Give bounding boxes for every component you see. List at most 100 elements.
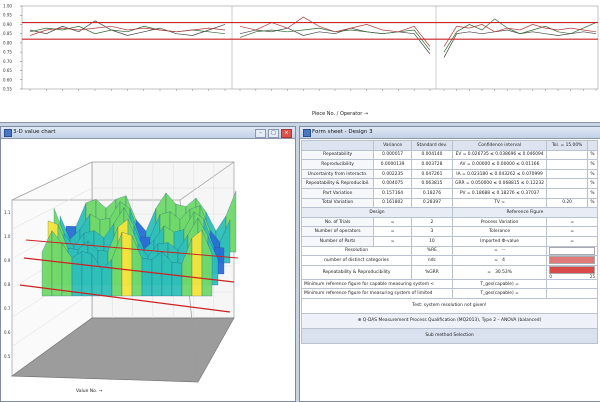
table-cell: Uncertainty from interactn. [300,168,375,180]
limit-line-3d-upper [23,257,235,283]
table-row: Total Variation 0.161802 0.28397 TV = 0.20% [300,197,599,209]
reference-header: Reference Figure [451,207,599,218]
min-capable-eq: = [515,281,519,287]
design-row: Number of operators = 3 Tolerance = [300,226,598,237]
header-cell: Confidence interval [451,140,548,151]
y-tick-label-3d: 0.9 [4,258,11,263]
table-row: Repeatability & Reproducibil. 0.004075 0.0… [300,178,599,189]
grr-eq: = [487,269,491,275]
design-row: Number of Parts = 10 Imported Ф-value = [300,235,598,247]
series-line [443,18,597,53]
table-cell: % [586,178,599,189]
form-icon [303,129,311,137]
y-tick-label: 0.65 [3,68,12,73]
y-tick-label: 0.90 [3,22,12,27]
table-cell: 0.157164 [373,187,413,199]
resolution-row: Resolution %RE = -- [300,245,598,257]
minimize-button[interactable]: – [255,129,266,138]
design-cell: = [373,235,413,247]
limit-line-3d-lower [19,284,231,313]
table-cell: Repeatability & Reproducibil. [300,178,375,189]
design-header: Design [301,207,453,218]
design-cell: No. of Trials [300,216,375,228]
design-header-row: Design Reference Figure [301,207,599,218]
table-cell [546,187,588,199]
table-cell: Part Variation [300,187,375,199]
min-capable-label: Minimum reference figure for capable mea… [301,278,453,290]
grr-value: 30.53% [495,269,512,275]
table-row: Part Variation 0.157164 0.18276 PV = 0.1868… [300,187,599,199]
table-cell: 0.002235 [373,168,413,180]
sub-method-row: Sub method Selection [301,327,598,344]
y-tick-label-3d: 1.0 [4,234,11,239]
surface-cell [191,229,203,297]
table-cell: 0.161802 [373,197,413,209]
resolution-test-row: Test: system resolution not given! [301,297,598,314]
design-cell: = [546,216,598,228]
resolution-eq: = [494,248,498,254]
ndc-unit: ndc [411,255,453,266]
close-button[interactable]: × [281,129,292,138]
table-cell: 0.000017 [373,149,413,161]
y-tick-label: 0.60 [3,77,12,82]
run-chart-panel: 1.00 0.95 0.90 0.85 0.80 0.75 0.70 0.65 0.60 0.55… [0,0,600,123]
window-3d-chart[interactable]: 3-D value chart – □ × 1.1 1.0 0.9 0.8 0.7 0.6… [0,126,296,402]
min-capable-row: Minimum reference figure for capable mea… [301,278,598,290]
table-cell: TV = [451,197,548,209]
surface-cell [71,251,83,297]
titlebar-3d[interactable]: 3-D value chart – □ × [1,127,295,139]
maximize-button[interactable]: □ [268,129,279,138]
x-label-3d: Value No. → [76,388,103,394]
design-cell: Process Variation [451,216,548,228]
x-axis-label: Piece No. / Operator → [312,111,369,117]
surface-cell [81,251,93,297]
run-chart: 1.00 0.95 0.90 0.85 0.80 0.75 0.70 0.65 0.60 0.55 [3,4,599,92]
sub-method-button[interactable]: Sub method Selection [301,327,598,344]
table-cell: % [586,187,599,199]
chart-3d-surface: 1.1 1.0 0.9 0.8 0.7 0.6 0.5 Value No. → [4,161,239,394]
table-cell: 0.0000139 [373,159,413,170]
y-tick-label: 0.70 [3,59,12,64]
header-cell: Standard dev. [411,140,453,151]
ndc-bar [549,256,595,265]
limit-line-3d-back [25,239,239,259]
method-row: ⊕ Q-DAS Measurement Process Qualificatio… [301,312,598,329]
y-tick-label-3d: 0.6 [4,330,11,335]
design-cell: = [546,235,598,247]
window-form-sheet[interactable]: Form sheet - Design 3 Variance Standard … [299,126,600,402]
design-cell: = [546,226,598,237]
table-row: Uncertainty from interactn. 0.002235 0.047… [300,168,599,180]
table-cell: % [586,159,599,170]
design-row: No. of Trials = 2 Process Variation = [300,216,598,228]
min-limited-label: Minimum reference figure for measuring s… [301,288,453,299]
table-cell [546,159,588,170]
method-line[interactable]: ⊕ Q-DAS Measurement Process Qualificatio… [301,312,598,329]
series-line [29,20,226,36]
grr-bar [549,266,595,274]
resolution-bar [549,246,595,255]
y-tick-label: 0.80 [3,40,12,45]
table-cell [546,168,588,180]
y-tick-label: 1.00 [3,4,12,9]
resolution-test-message: Test: system resolution not given! [301,297,598,314]
table-header-row: Variance Standard dev. Confidence interv… [300,140,599,151]
design-cell: Number of operators [300,226,375,237]
table-cell: 0.003728 [411,159,453,170]
table-cell: AV = 0.00000 ≤ 0.00000 ≤ 0.01166 [451,159,548,170]
resolution-unit: %RE [411,245,453,257]
table-cell [546,178,588,189]
design-cell: 3 [411,226,453,237]
table-row: Reproducibility 0.0000139 0.003728 AV = 0.0… [300,159,599,170]
window-title-form: Form sheet - Design 3 [312,129,373,135]
table-cell [546,149,588,161]
table-cell: 0.047261 [411,168,453,180]
table-cell: % [586,168,599,180]
y-tick-label: 0.55 [3,87,12,92]
table-cell: 0.28397 [411,197,453,209]
chart-icon [4,129,12,137]
table-cell: Reproducibility [300,159,375,170]
series-line [29,25,226,36]
table-cell: PV = 0.18688 ≤ 0.18276 ≤ 0.37037 [451,187,548,199]
titlebar-form[interactable]: Form sheet - Design 3 [300,127,600,139]
table-cell: EV = 0.026735 ≤ 0.038696 ≤ 0.046094 [451,149,548,161]
